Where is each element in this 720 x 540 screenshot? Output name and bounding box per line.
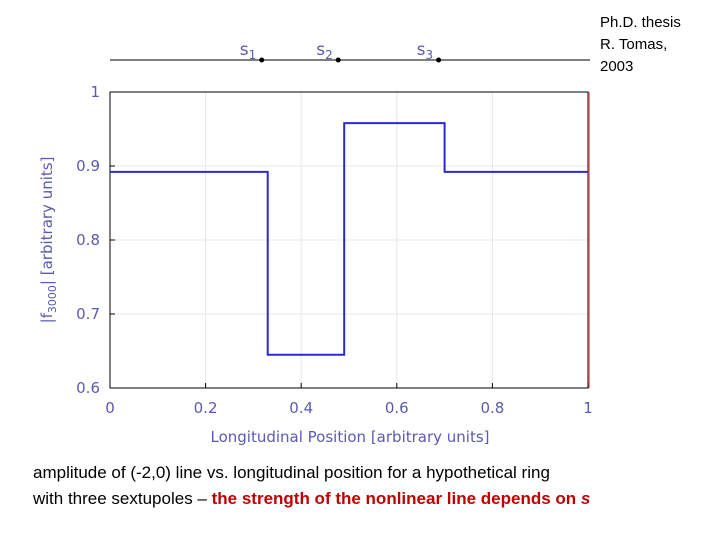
x-axis-label: Longitudinal Position [arbitrary units] [210, 428, 489, 446]
x-tick-label: 0.2 [194, 399, 218, 417]
x-tick-label: 0.4 [289, 399, 313, 417]
sextupole-label: s3 [417, 40, 434, 62]
y-tick-label: 1 [90, 83, 100, 101]
x-tick-label: 0 [105, 399, 115, 417]
sextupole-label: s1 [240, 40, 256, 62]
caption-highlight-var: s [580, 489, 591, 508]
credit-line-2: R. Tomas, [600, 36, 668, 53]
y-tick-label: 0.8 [76, 231, 100, 249]
x-tick-label: 1 [583, 399, 593, 417]
credit-line-3: 2003 [600, 58, 634, 75]
y-tick-label: 0.9 [76, 157, 100, 175]
sextupole-marker [436, 57, 442, 63]
caption-text-2: with three sextupoles – [33, 489, 212, 508]
series-line [110, 122, 588, 356]
caption-text-1: amplitude of (-2,0) line vs. longitudina… [33, 463, 550, 482]
caption-highlight: the strength of the nonlinear line depen… [211, 489, 581, 508]
x-tick-label: 0.6 [385, 399, 409, 417]
credit-line-1: Ph.D. thesis [600, 14, 681, 31]
x-tick-label: 0.8 [480, 399, 504, 417]
figure-caption: amplitude of (-2,0) line vs. longitudina… [33, 460, 713, 512]
sextupole-marker [335, 57, 341, 63]
sextupole-marker [259, 57, 265, 63]
sextupole-label: s2 [316, 40, 333, 62]
y-tick-label: 0.7 [76, 305, 100, 323]
chart: s1 s2 s3 0 0.2 0.4 0.6 0.8 1 0.6 0.7 0.8 0.9 1 Longi… [38, 40, 593, 446]
y-axis-label: |f3000| [arbitrary units] [38, 157, 59, 324]
y-tick-label: 0.6 [76, 379, 100, 397]
source-credit: Ph.D. thesis R. Tomas, 2003 [600, 12, 681, 78]
